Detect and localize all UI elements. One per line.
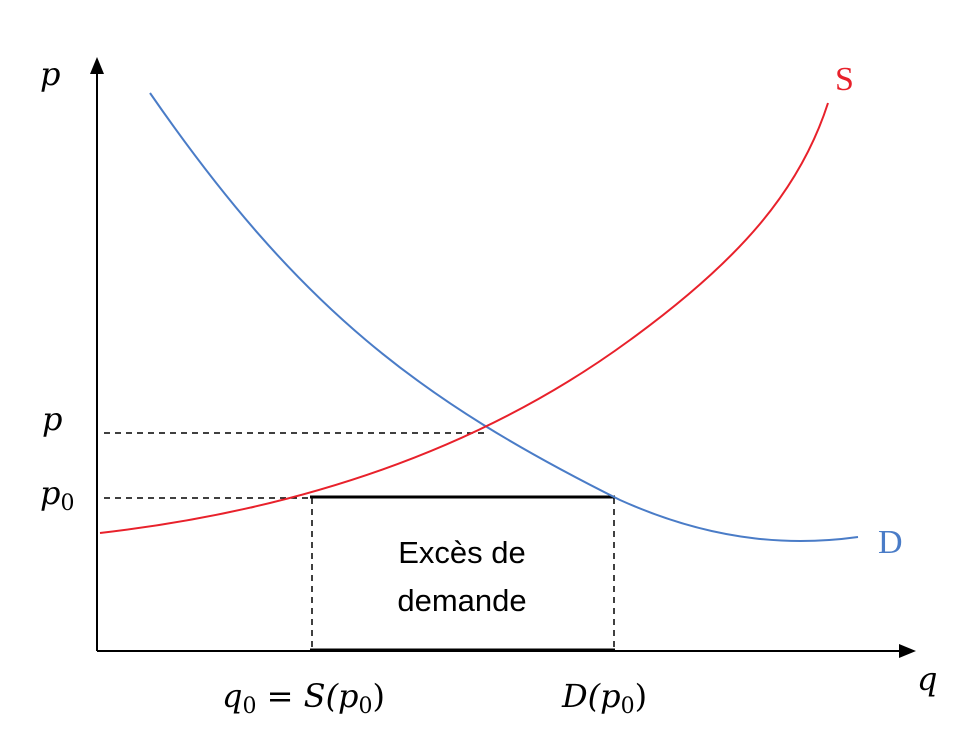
demand-curve bbox=[150, 93, 858, 541]
d-p0-label: D(p0) bbox=[561, 677, 647, 719]
y-axis-label: p bbox=[40, 55, 60, 93]
supply-curve bbox=[100, 103, 828, 533]
demand-label: D bbox=[878, 524, 903, 561]
equilibrium-price-label: p bbox=[42, 400, 62, 438]
supply-label: S bbox=[835, 61, 854, 98]
x-axis-arrow bbox=[899, 644, 916, 658]
excess-demand-line1: Excès de bbox=[398, 535, 526, 570]
y-axis-arrow bbox=[90, 57, 104, 74]
p0-label: p0 bbox=[40, 474, 74, 516]
excess-demand-line2: demande bbox=[397, 583, 526, 618]
x-axis-label: q bbox=[917, 660, 937, 698]
q0-equals-s-label: q0 = S(p0) bbox=[222, 677, 385, 719]
